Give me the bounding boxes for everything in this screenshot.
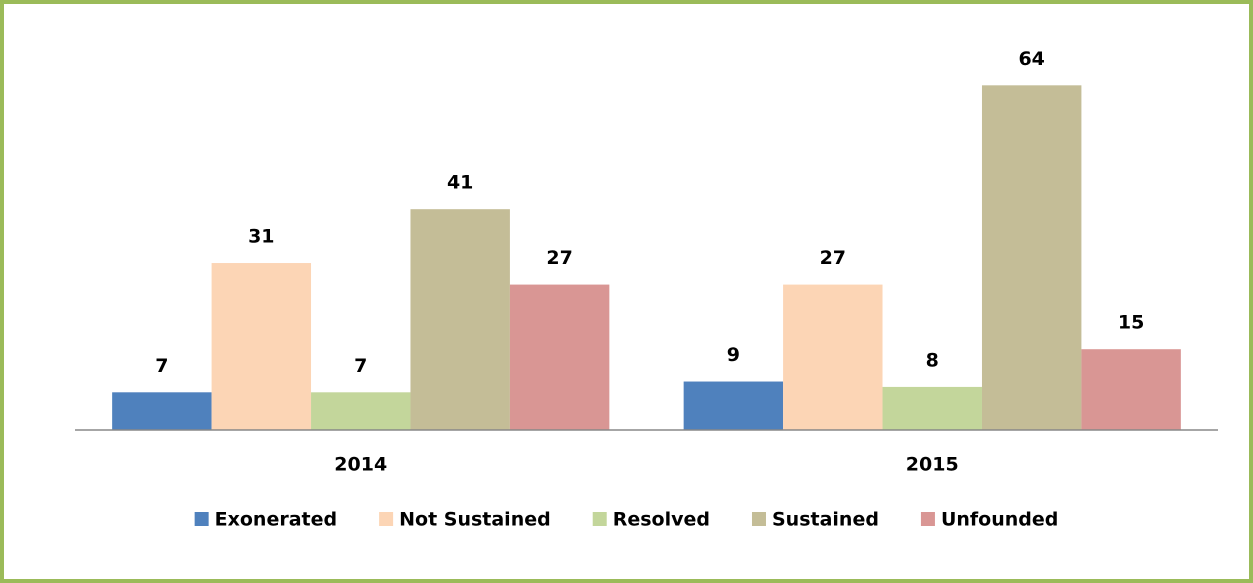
legend-label: Not Sustained (399, 509, 551, 531)
legend-label: Resolved (613, 509, 710, 531)
value-label: 31 (248, 226, 274, 248)
value-label: 64 (1018, 48, 1044, 70)
value-label: 7 (354, 355, 367, 377)
bar (683, 381, 784, 430)
bar (981, 85, 1082, 431)
legend-label: Exonerated (215, 509, 337, 531)
value-label: 9 (727, 344, 740, 366)
legend-swatch (379, 512, 394, 526)
bar (882, 386, 982, 430)
bar (211, 263, 312, 430)
legend-swatch (751, 512, 766, 526)
x-tick-label: 2015 (906, 454, 959, 476)
x-tick-label: 2014 (334, 454, 387, 476)
value-label: 7 (155, 355, 168, 377)
value-label: 27 (546, 247, 572, 269)
value-label: 27 (820, 247, 846, 269)
bar (783, 284, 883, 430)
legend-swatch (920, 512, 935, 526)
bar (311, 392, 411, 430)
legend-swatch (592, 512, 607, 526)
bar (112, 392, 212, 430)
bar (509, 284, 610, 430)
bar (1081, 349, 1181, 430)
legend-swatch (194, 512, 209, 526)
value-label: 8 (926, 349, 939, 371)
bar (410, 209, 510, 430)
value-label: 15 (1118, 312, 1144, 334)
value-label: 41 (447, 172, 473, 194)
legend-label: Unfounded (941, 509, 1058, 531)
legend-label: Sustained (772, 509, 879, 531)
